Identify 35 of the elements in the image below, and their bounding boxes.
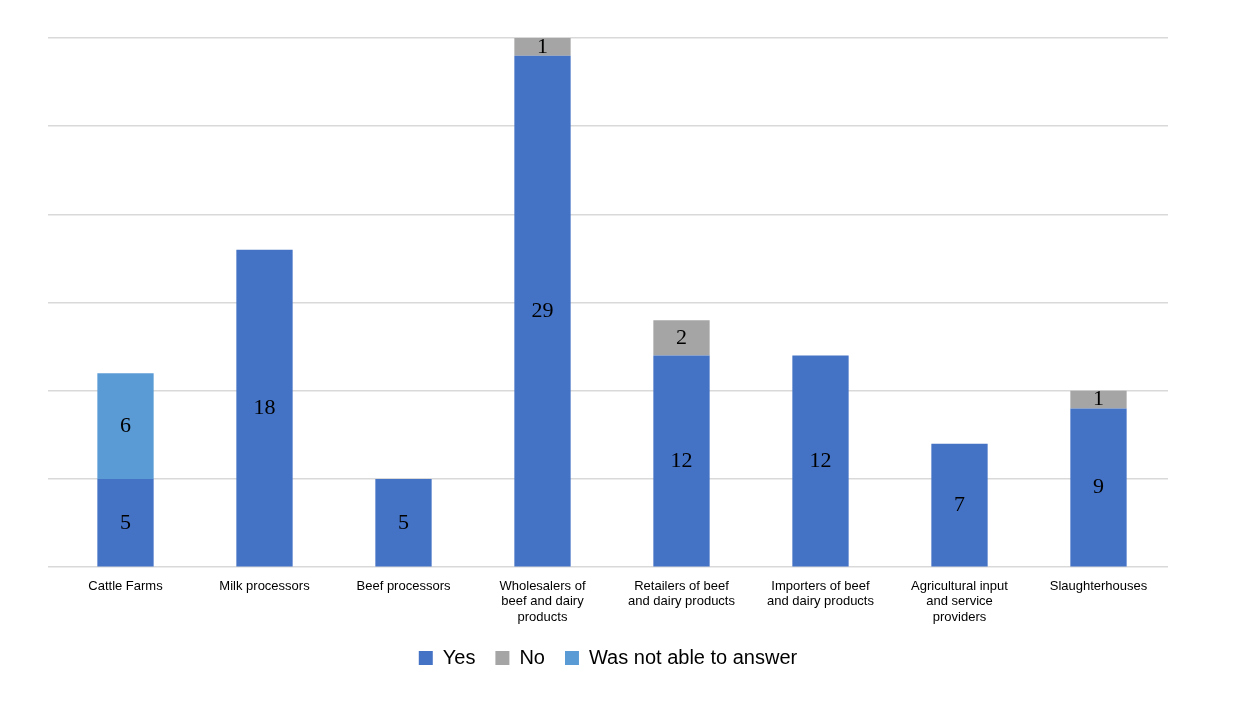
- bar: [1070, 408, 1127, 567]
- bar: [931, 443, 988, 567]
- x-tick-label: Beef processors: [356, 577, 451, 593]
- data-label: 9: [1093, 473, 1104, 499]
- data-label: 1: [537, 32, 548, 58]
- data-label: 1: [1093, 385, 1104, 411]
- x-tick-label: Cattle Farms: [88, 577, 164, 593]
- bar: [375, 479, 432, 567]
- data-label: 12: [809, 446, 832, 472]
- legend-label: Yes: [442, 645, 476, 668]
- data-label: 2: [676, 323, 687, 349]
- data-label: 29: [531, 296, 554, 322]
- data-label: 7: [954, 490, 965, 516]
- data-label: 12: [670, 446, 693, 472]
- data-label: 5: [120, 508, 131, 534]
- bar: [653, 355, 710, 567]
- bar: [97, 479, 154, 567]
- x-tick-label: Retailers of beef and dairy products: [628, 577, 736, 609]
- x-tick-label: Agricultural input and service providers: [911, 577, 1009, 624]
- data-label: 6: [120, 411, 131, 437]
- bar: [97, 373, 154, 479]
- bar: [653, 320, 710, 356]
- bar: [1070, 390, 1127, 409]
- legend-label: Was not able to answer: [588, 645, 798, 668]
- x-tick-label: Milk processors: [219, 577, 311, 593]
- bar: [236, 249, 293, 567]
- bar: [514, 55, 571, 567]
- legend-label: No: [519, 645, 545, 668]
- x-tick-label: Importers of beef and dairy products: [767, 577, 875, 609]
- x-tick-label: Wholesalers of beef and dairy products: [499, 577, 586, 624]
- bar: [792, 355, 849, 567]
- data-label: 18: [253, 393, 276, 419]
- x-tick-label: Slaughterhouses: [1049, 577, 1148, 593]
- data-label: 5: [398, 508, 409, 534]
- bar: [514, 38, 571, 56]
